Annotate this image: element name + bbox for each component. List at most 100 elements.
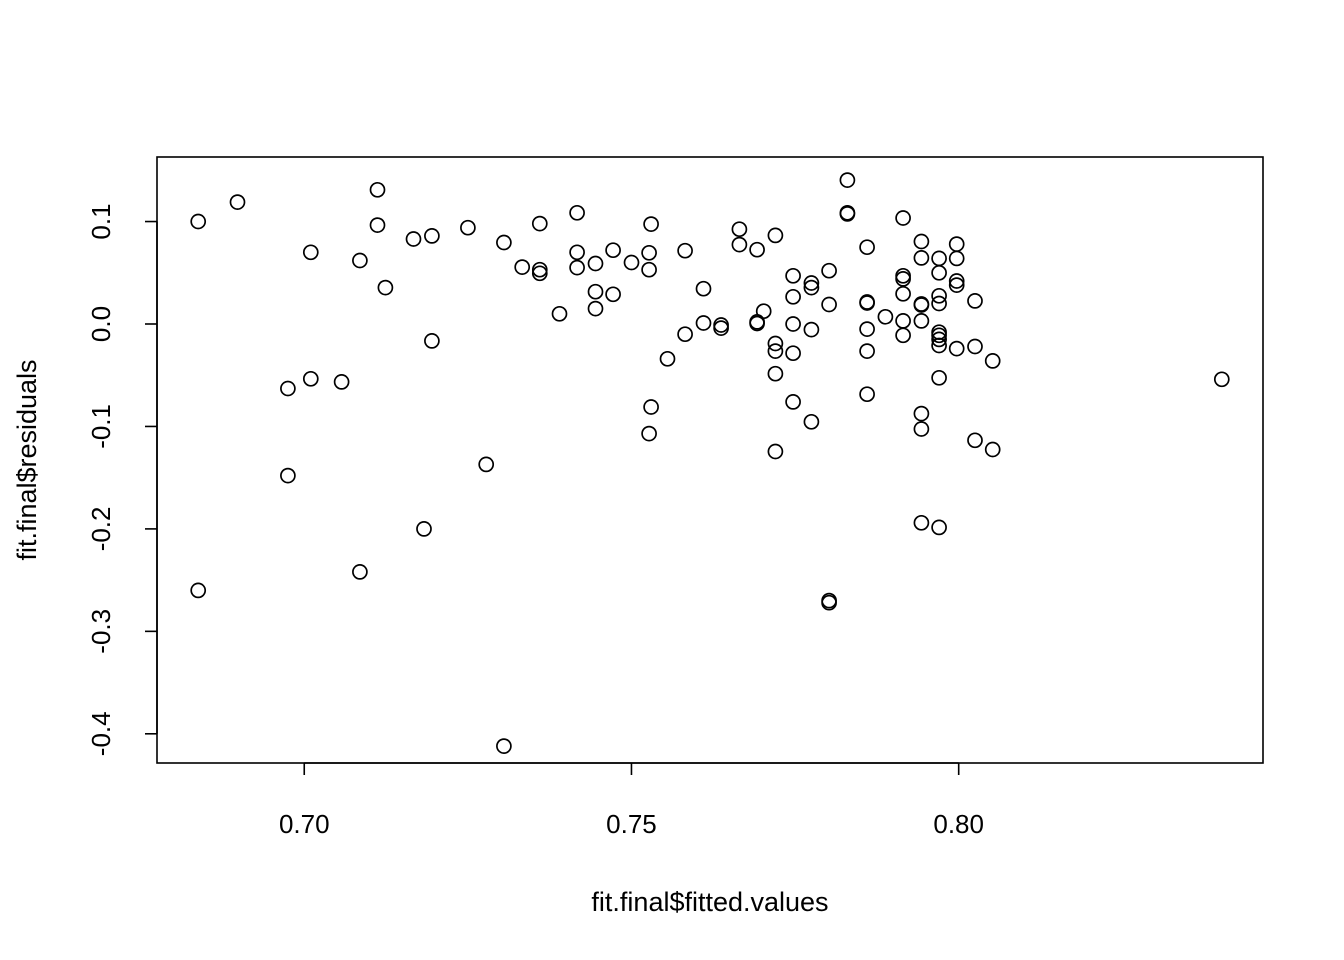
data-point: [677, 242, 693, 259]
data-point: [931, 369, 947, 386]
data-point: [931, 287, 947, 304]
data-point: [785, 288, 801, 305]
data-point: [695, 280, 712, 297]
data-point: [569, 244, 585, 261]
data-point: [931, 250, 947, 267]
data-point: [895, 313, 911, 329]
data-point: [895, 210, 911, 226]
data-point: [587, 300, 604, 317]
data-point: [931, 327, 947, 344]
data-point: [190, 213, 207, 230]
data-point: [785, 316, 801, 332]
data-point: [767, 365, 784, 382]
y-tick-label: -0.2: [86, 506, 116, 551]
data-point: [460, 219, 476, 236]
data-point: [587, 283, 604, 300]
data-point: [551, 305, 568, 322]
data-point: [821, 594, 837, 611]
data-point: [369, 181, 386, 198]
data-point: [895, 267, 911, 284]
data-point: [229, 194, 246, 210]
data-point: [984, 441, 1001, 458]
plot-frame: [156, 156, 1264, 764]
x-axis: 0.70 0.75 0.80: [279, 762, 984, 839]
points-layer: [190, 172, 1230, 754]
data-point: [514, 259, 531, 275]
data-point: [569, 259, 585, 276]
data-point: [677, 326, 693, 343]
data-point: [352, 252, 368, 269]
data-point: [749, 315, 765, 332]
data-point: [731, 236, 748, 253]
data-point: [931, 331, 947, 348]
data-point: [913, 421, 930, 437]
data-point: [931, 264, 947, 281]
data-point: [424, 333, 440, 349]
data-point: [913, 313, 930, 329]
data-point: [931, 519, 947, 536]
data-point: [755, 303, 772, 320]
x-tick-label: 0.75: [606, 809, 657, 839]
data-point: [931, 295, 947, 312]
data-point: [839, 172, 856, 188]
y-tick-label: -0.3: [86, 609, 116, 654]
data-point: [605, 286, 621, 303]
data-point: [424, 228, 440, 244]
y-axis-label: fit.final$residuals: [12, 359, 42, 560]
data-point: [785, 394, 801, 410]
data-point: [478, 456, 495, 473]
x-tick-label: 0.70: [279, 809, 330, 839]
data-point: [859, 386, 875, 403]
data-point: [785, 267, 801, 284]
data-point: [531, 215, 548, 232]
data-point: [713, 317, 729, 333]
data-point: [803, 321, 820, 338]
y-tick-label: 0.1: [86, 203, 116, 239]
data-point: [731, 221, 748, 238]
data-point: [839, 206, 856, 222]
data-point: [695, 315, 712, 331]
data-point: [931, 337, 947, 354]
y-tick-label: -0.4: [86, 711, 116, 756]
data-point: [659, 350, 676, 367]
data-point: [967, 293, 983, 309]
data-point: [416, 521, 432, 537]
y-axis: -0.4 -0.3 -0.2 -0.1 0.0 0.1: [86, 203, 158, 756]
data-point: [859, 343, 875, 359]
data-point: [803, 275, 820, 291]
data-point: [531, 261, 548, 278]
data-point: [352, 564, 368, 580]
data-point: [587, 255, 604, 272]
data-point: [948, 236, 965, 252]
data-point: [895, 285, 911, 302]
data-point: [1213, 371, 1230, 388]
data-point: [190, 582, 207, 599]
data-point: [280, 467, 296, 484]
x-tick-label: 0.80: [933, 809, 984, 839]
data-point: [369, 217, 386, 233]
data-point: [377, 279, 394, 296]
data-point: [948, 273, 965, 289]
data-point: [913, 250, 930, 266]
x-axis-label: fit.final$fitted.values: [591, 887, 828, 917]
data-point: [803, 413, 820, 430]
y-tick-label: -0.1: [86, 404, 116, 449]
data-point: [643, 216, 659, 232]
data-point: [803, 279, 820, 296]
data-point: [821, 296, 837, 313]
data-point: [948, 340, 965, 357]
data-point: [767, 227, 784, 244]
data-point: [913, 297, 930, 313]
data-point: [569, 204, 585, 221]
data-point: [302, 370, 319, 387]
data-point: [913, 514, 930, 531]
data-point: [405, 231, 422, 247]
data-point: [749, 241, 765, 258]
data-point: [967, 432, 983, 449]
data-point: [623, 254, 640, 271]
data-point: [913, 233, 930, 250]
data-point: [641, 425, 657, 442]
data-point: [280, 380, 296, 397]
data-point: [859, 239, 875, 256]
